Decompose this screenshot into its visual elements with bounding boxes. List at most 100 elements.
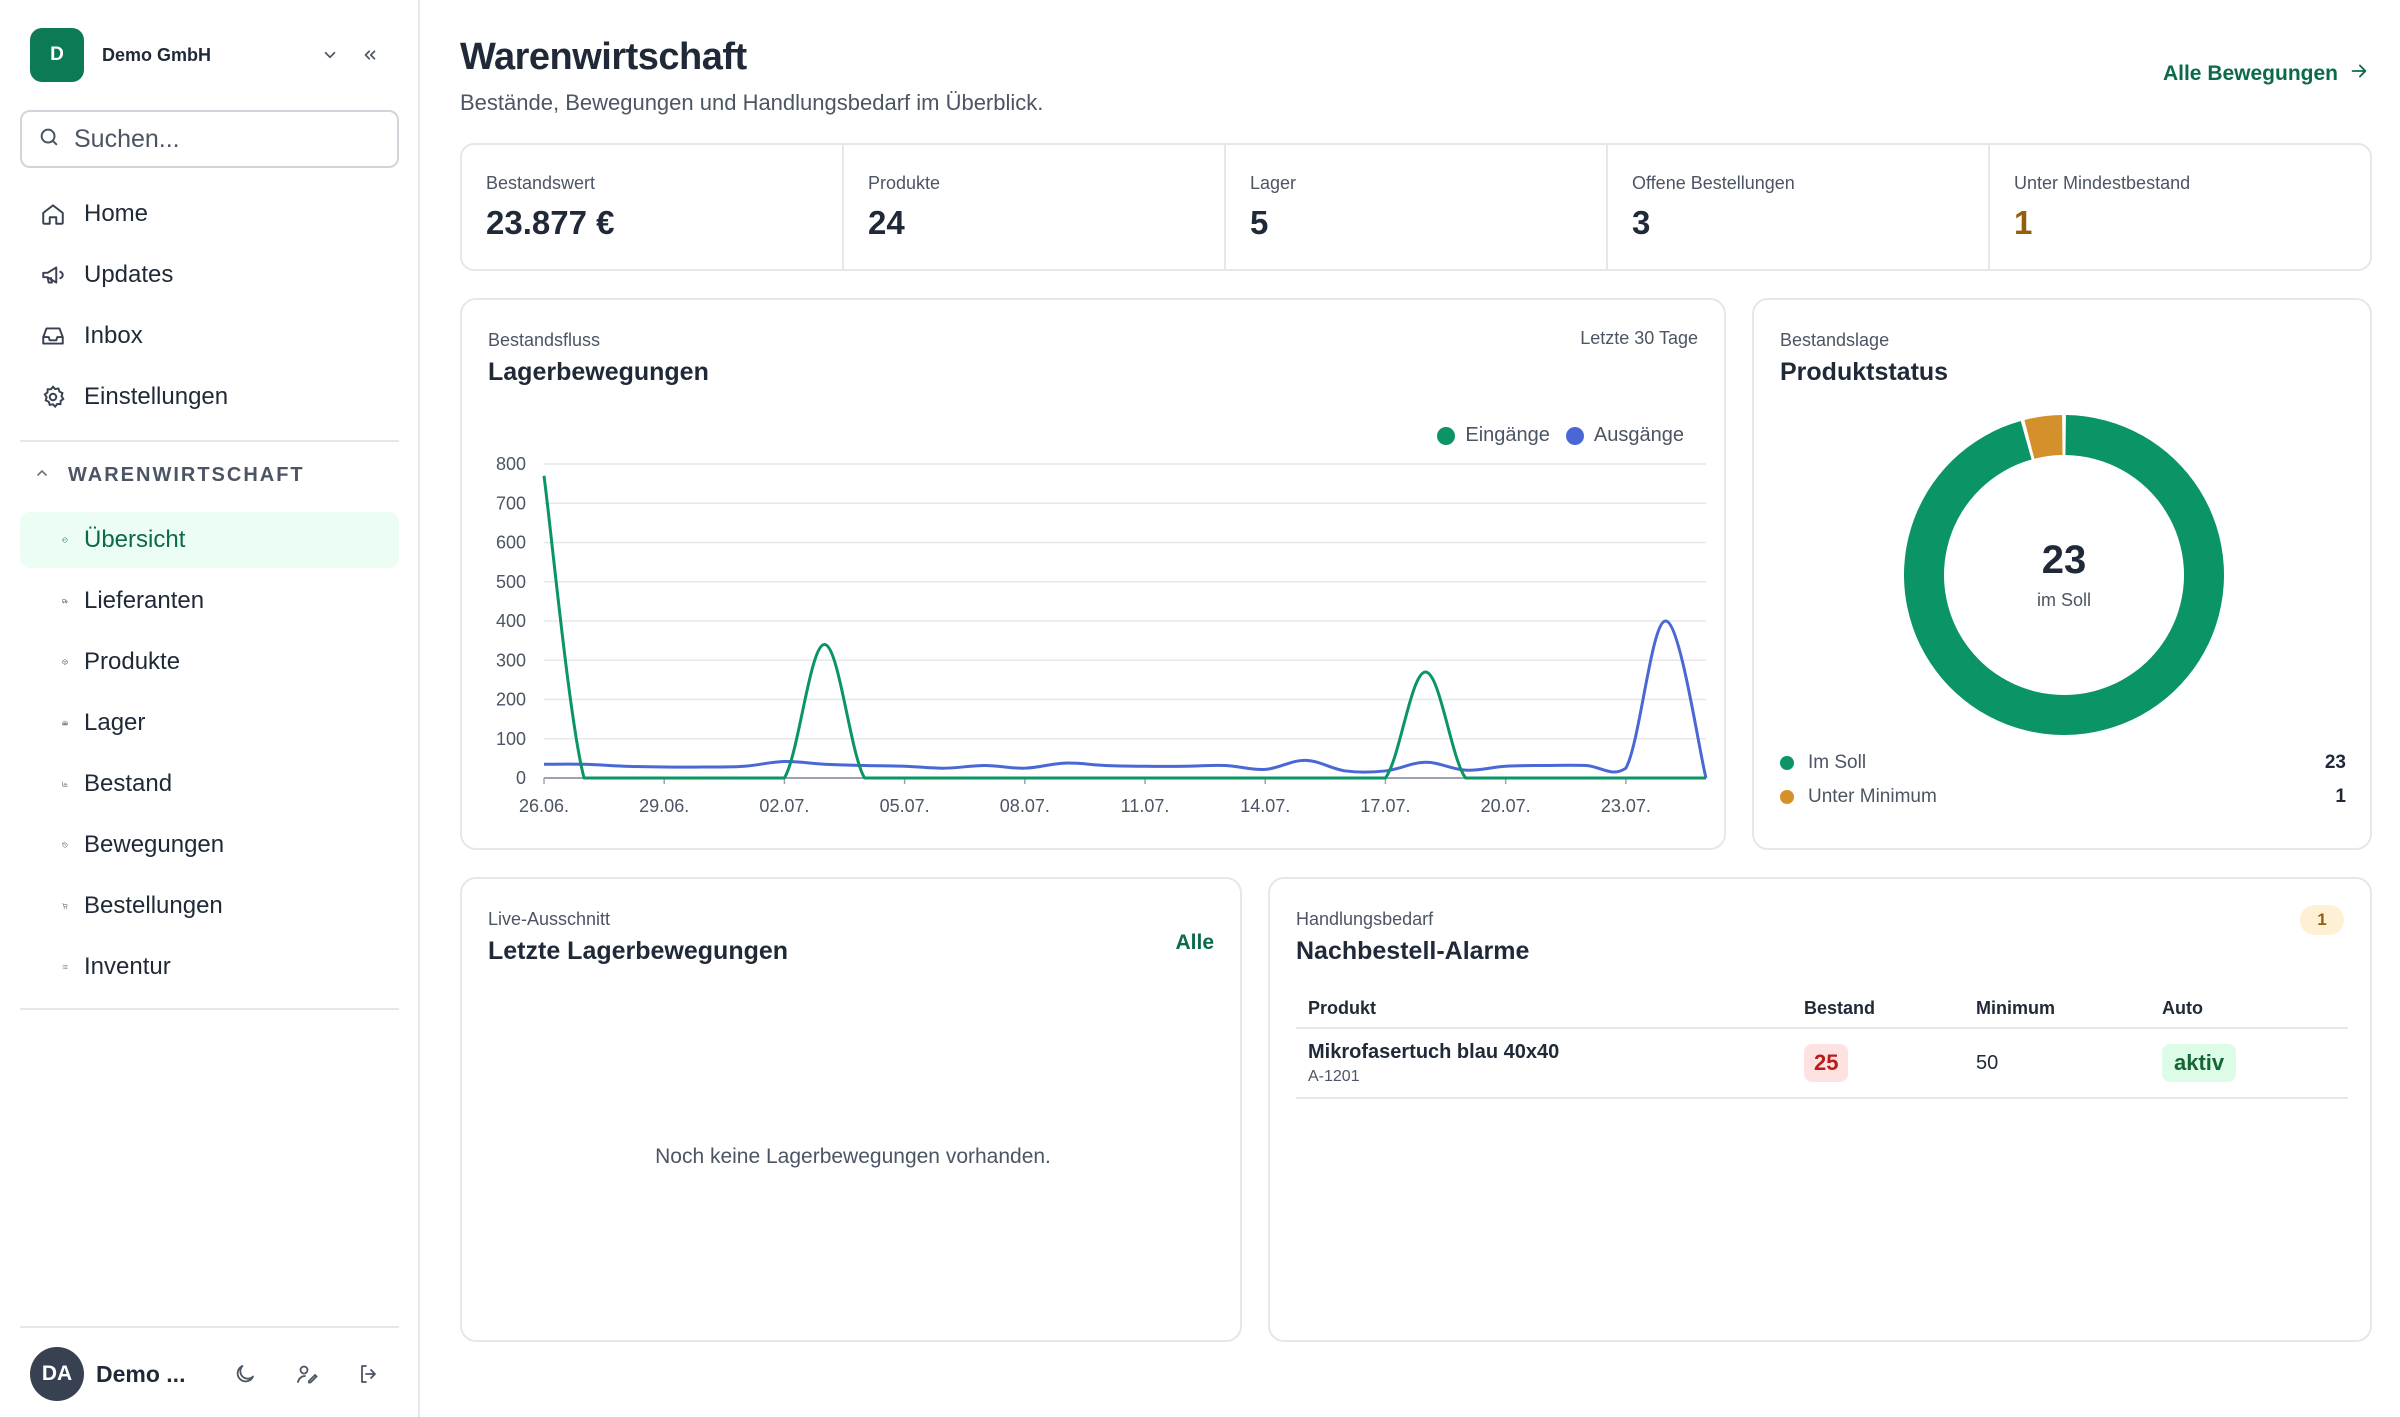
nav-item-bewegungen[interactable]: Bewegungen xyxy=(20,817,399,873)
column-header[interactable]: Auto xyxy=(2162,997,2203,1018)
status-label: Im Soll xyxy=(1808,752,1867,773)
box-icon xyxy=(38,647,68,677)
nav-item-label: Bestand xyxy=(84,770,173,797)
nav-item-settings[interactable]: Einstellungen xyxy=(20,369,399,425)
nav-item-label: Inventur xyxy=(84,953,171,980)
table-header: Produkt Bestand Minimum Auto xyxy=(1296,989,2348,1029)
x-tick-label: 11.07. xyxy=(1121,796,1170,816)
page-subtitle: Bestände, Bewegungen und Handlungsbedarf… xyxy=(460,90,1044,115)
truck-icon xyxy=(38,586,68,616)
column-header[interactable]: Produkt xyxy=(1308,997,1377,1018)
stat-value: 3 xyxy=(1632,204,1651,241)
y-tick-label: 500 xyxy=(496,572,526,592)
reorder-alarms-card: Handlungsbedarf Nachbestell-Alarme 1 Pro… xyxy=(1268,877,2372,1342)
sidebar-divider xyxy=(20,1008,399,1010)
nav-item-bestellungen[interactable]: Bestellungen xyxy=(20,878,399,934)
donut-slice-unter-minimum[interactable] xyxy=(2024,415,2063,459)
stat-label: Produkte xyxy=(868,173,941,193)
search-input[interactable] xyxy=(74,124,374,154)
x-tick-label: 14.07. xyxy=(1240,796,1290,816)
stock-badge: 25 xyxy=(1804,1044,1849,1082)
chevron-down-icon[interactable] xyxy=(310,35,350,75)
product-name[interactable]: Mikrofasertuch blau 40x40 xyxy=(1308,1040,1560,1063)
stat-bestandswert: Bestandswert 23.877 € xyxy=(462,145,844,269)
inbox-icon xyxy=(38,321,68,351)
y-tick-label: 400 xyxy=(496,611,526,631)
brand-switcher[interactable]: D Demo GmbH xyxy=(30,28,390,82)
logout-icon[interactable] xyxy=(348,1353,390,1395)
product-cell: Mikrofasertuch blau 40x40 A-1201 xyxy=(1296,1041,1804,1086)
gear-icon xyxy=(38,382,68,412)
bar-chart-icon xyxy=(38,769,68,799)
search-box[interactable] xyxy=(20,110,399,168)
nav-item-label: Inbox xyxy=(84,322,143,349)
section-toggle-warenwirtschaft[interactable]: WARENWIRTSCHAFT xyxy=(34,464,305,487)
auto-status-badge[interactable]: aktiv xyxy=(2162,1044,2237,1082)
stat-label: Lager xyxy=(1250,173,1297,193)
nav-item-produkte[interactable]: Produkte xyxy=(20,634,399,690)
section-title: WARENWIRTSCHAFT xyxy=(68,464,305,486)
table-row[interactable]: Mikrofasertuch blau 40x40 A-1201 25 50 a… xyxy=(1296,1029,2348,1099)
legend-item-eingaenge[interactable]: Eingänge xyxy=(1437,424,1550,447)
minimum-cell: 50 xyxy=(1976,1051,1999,1074)
nav-item-updates[interactable]: Updates xyxy=(20,247,399,303)
empty-state-text: Noch keine Lagerbewegungen vorhanden. xyxy=(655,1145,1051,1168)
nav-item-lager[interactable]: Lager xyxy=(20,695,399,751)
stat-value: 24 xyxy=(868,204,905,241)
stat-value: 5 xyxy=(1250,204,1269,241)
status-dot xyxy=(1780,790,1794,804)
history-icon xyxy=(38,830,68,860)
card-kicker: Handlungsbedarf xyxy=(1296,909,1434,929)
user-name[interactable]: Demo ... xyxy=(96,1360,186,1387)
sidebar: D Demo GmbH Home Updates Inbox Einstellu… xyxy=(0,0,420,1417)
nav-item-uebersicht[interactable]: Übersicht xyxy=(20,512,399,568)
all-recent-link[interactable]: Alle xyxy=(1175,931,1214,954)
legend-item-ausgaenge[interactable]: Ausgänge xyxy=(1565,424,1684,447)
chevron-up-icon xyxy=(34,464,54,487)
stat-offene-bestellungen: Offene Bestellungen 3 xyxy=(1608,145,1990,269)
nav-item-home[interactable]: Home xyxy=(20,186,399,242)
status-row-im-soll: Im Soll 23 xyxy=(1780,752,2346,774)
stat-lager: Lager 5 xyxy=(1226,145,1608,269)
stat-unter-mindestbestand: Unter Mindestbestand 1 xyxy=(1990,145,2370,269)
checklist-icon xyxy=(38,952,68,982)
search-icon xyxy=(38,126,60,153)
column-header[interactable]: Minimum xyxy=(1976,997,2055,1018)
moon-icon[interactable] xyxy=(224,1353,266,1395)
x-tick-label: 20.07. xyxy=(1481,796,1531,816)
status-value: 1 xyxy=(2335,786,2346,807)
donut-chart xyxy=(1904,415,2224,736)
y-tick-label: 800 xyxy=(496,454,526,474)
nav-item-label: Bewegungen xyxy=(84,831,225,858)
nav-item-lieferanten[interactable]: Lieferanten xyxy=(20,573,399,629)
arrow-right-icon xyxy=(2348,60,2370,88)
x-tick-label: 26.06. xyxy=(519,796,569,816)
stat-label: Unter Mindestbestand xyxy=(2014,173,2191,193)
all-movements-label: Alle Bewegungen xyxy=(2162,62,2338,85)
card-title: Nachbestell-Alarme xyxy=(1296,937,1530,965)
series-line-eingaenge xyxy=(542,475,1706,780)
auto-cell: aktiv xyxy=(2162,1044,2348,1082)
collapse-sidebar-icon[interactable] xyxy=(350,35,390,75)
column-header[interactable]: Bestand xyxy=(1804,997,1876,1018)
x-tick-label: 29.06. xyxy=(639,796,689,816)
megaphone-icon xyxy=(38,260,68,290)
card-kicker: Bestandslage xyxy=(1780,330,1890,350)
stock-cell: 25 xyxy=(1804,1044,1976,1082)
nav-item-bestand[interactable]: Bestand xyxy=(20,756,399,812)
x-tick-label: 02.07. xyxy=(759,796,809,816)
avatar[interactable]: DA xyxy=(30,1347,84,1401)
nav-item-inbox[interactable]: Inbox xyxy=(20,308,399,364)
y-tick-label: 200 xyxy=(496,690,526,710)
x-tick-label: 23.07. xyxy=(1601,796,1651,816)
nav-item-label: Lager xyxy=(84,709,146,736)
user-settings-icon[interactable] xyxy=(286,1353,328,1395)
donut-center-label: im Soll xyxy=(2036,590,2091,610)
x-tick-label: 08.07. xyxy=(1000,796,1050,816)
alarms-table: Produkt Bestand Minimum Auto Mikrofasert… xyxy=(1296,989,2348,1099)
legend-label: Eingänge xyxy=(1465,424,1550,446)
nav-item-inventur[interactable]: Inventur xyxy=(20,939,399,995)
stat-value: 23.877 € xyxy=(486,204,615,241)
cart-icon xyxy=(38,891,68,921)
all-movements-link[interactable]: Alle Bewegungen xyxy=(2163,60,2370,88)
